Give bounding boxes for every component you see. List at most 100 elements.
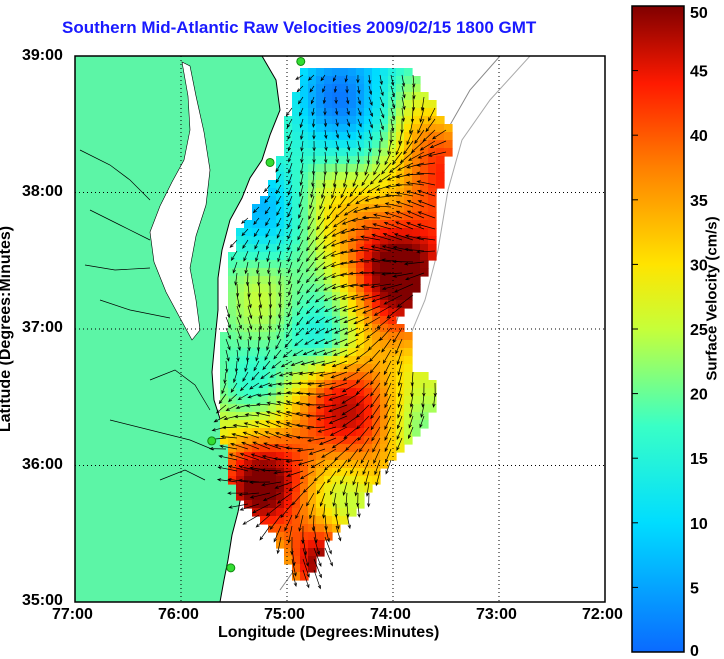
velocity-cell [332, 468, 341, 477]
velocity-cell [372, 204, 381, 213]
velocity-cell [292, 420, 301, 429]
velocity-cell [388, 212, 397, 221]
velocity-cell [428, 220, 437, 229]
velocity-arrow [266, 239, 271, 251]
velocity-cell [340, 140, 349, 149]
velocity-cell [300, 164, 309, 173]
velocity-cell [332, 452, 341, 461]
velocity-cell [364, 108, 373, 117]
velocity-cell [356, 180, 365, 189]
velocity-cell [308, 380, 317, 389]
velocity-cell [404, 140, 413, 149]
velocity-cell [372, 332, 381, 341]
velocity-arrow [287, 261, 293, 274]
velocity-cell [340, 268, 349, 277]
velocity-cell [260, 292, 269, 301]
velocity-cell [348, 316, 357, 325]
velocity-cell [308, 364, 317, 373]
velocity-cell [332, 220, 341, 229]
velocity-cell [244, 380, 253, 389]
velocity-arrow [368, 107, 373, 118]
velocity-cell [420, 372, 429, 381]
velocity-cell [244, 436, 253, 445]
velocity-arrow [217, 466, 238, 472]
velocity-cell [260, 204, 269, 213]
velocity-cell [276, 452, 285, 461]
velocity-cell [252, 236, 261, 245]
velocity-arrow [376, 316, 392, 329]
velocity-cell [364, 444, 373, 453]
velocity-cell [316, 284, 325, 293]
velocity-cell [316, 68, 325, 77]
y-tick-1: 38:00 [22, 183, 63, 200]
velocity-arrow [276, 327, 282, 340]
velocity-cell [260, 420, 269, 429]
velocity-cell [300, 268, 309, 277]
velocity-cell [324, 500, 333, 509]
velocity-cell [364, 140, 373, 149]
velocity-arrow [305, 250, 315, 262]
velocity-cell [380, 348, 389, 357]
velocity-cell [332, 244, 341, 253]
velocity-cell [388, 308, 397, 317]
velocity-cell [380, 236, 389, 245]
velocity-cell [348, 308, 357, 317]
velocity-cell [252, 380, 261, 389]
colorbar-tick-label: 10 [690, 516, 708, 533]
velocity-arrow [396, 426, 403, 441]
velocity-arrow [310, 96, 315, 105]
velocity-cell [396, 204, 405, 213]
velocity-cell [364, 172, 373, 181]
velocity-cell [260, 396, 269, 405]
velocity-cell [372, 388, 381, 397]
velocity-cell [372, 244, 381, 253]
velocity-cell [372, 236, 381, 245]
velocity-arrow [310, 184, 315, 199]
velocity-cell [380, 412, 389, 421]
velocity-cell [244, 388, 253, 397]
velocity-arrow [381, 338, 392, 353]
velocity-cell [308, 444, 317, 453]
velocity-cell [300, 140, 309, 149]
velocity-arrow [266, 392, 282, 396]
velocity-cell [316, 540, 325, 549]
velocity-arrow [276, 228, 282, 239]
velocity-cell [348, 356, 357, 365]
velocity-cell [284, 220, 293, 229]
velocity-cell [316, 228, 325, 237]
velocity-arrow [320, 184, 326, 199]
velocity-cell [356, 116, 365, 125]
velocity-cell [388, 364, 397, 373]
velocity-arrow [261, 454, 282, 461]
velocity-cell [412, 428, 421, 437]
velocity-cell [404, 428, 413, 437]
velocity-cell [412, 412, 421, 421]
velocity-cell [268, 180, 277, 189]
velocity-cell [340, 356, 349, 365]
velocity-arrow [252, 206, 260, 214]
velocity-arrow [376, 151, 381, 166]
velocity-arrow [236, 338, 241, 351]
x-axis-label: Longitude (Degrees:Minutes) [218, 624, 440, 641]
velocity-arrow [342, 371, 359, 381]
velocity-cell [348, 68, 357, 77]
velocity-cell [324, 84, 333, 93]
velocity-cell [284, 252, 293, 261]
velocity-cell [324, 300, 333, 309]
velocity-arrow [370, 415, 381, 431]
velocity-arrow [329, 426, 348, 436]
velocity-arrow [275, 162, 282, 173]
velocity-cell [388, 452, 397, 461]
velocity-arrow [265, 503, 282, 517]
velocity-cell [412, 132, 421, 141]
velocity-arrow [396, 415, 403, 430]
velocity-cell [340, 492, 349, 501]
velocity-arrow [366, 492, 371, 508]
velocity-arrow [388, 162, 403, 173]
velocity-cell [284, 524, 293, 533]
colorbar [631, 5, 685, 653]
velocity-arrow [245, 272, 250, 287]
velocity-cell [340, 132, 349, 141]
velocity-arrow [404, 247, 425, 252]
velocity-cell [396, 228, 405, 237]
